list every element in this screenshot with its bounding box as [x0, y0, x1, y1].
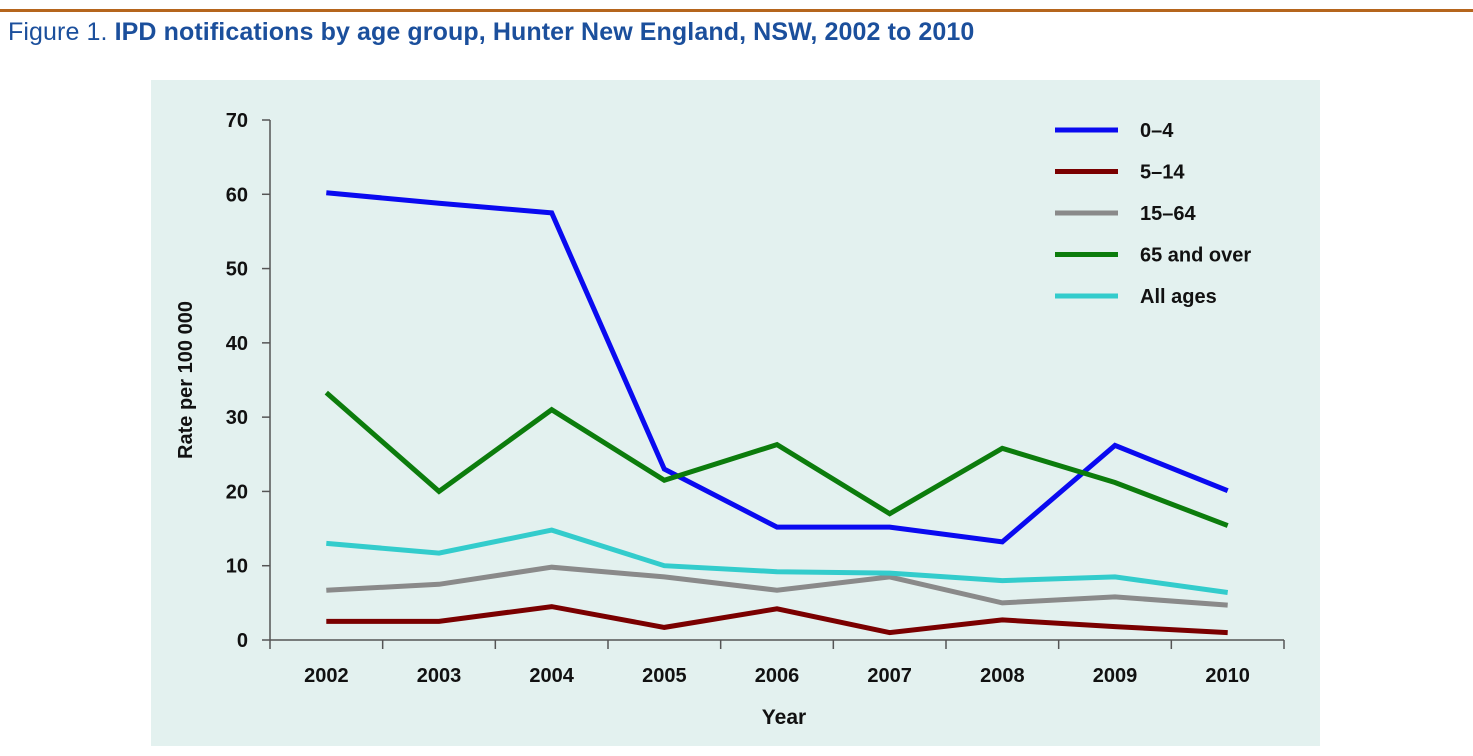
- legend-label-all-ages: All ages: [1140, 286, 1217, 308]
- figure-title-text: IPD notifications by age group, Hunter N…: [114, 18, 975, 46]
- x-axis-label: Year: [762, 706, 806, 729]
- series-line-65-and-over: [324, 390, 1229, 528]
- y-tick-label: 30: [226, 407, 248, 429]
- x-tick-label: 2007: [867, 665, 912, 687]
- figure-label: Figure 1.: [8, 18, 108, 46]
- x-tick-label: 2005: [642, 665, 687, 687]
- y-tick-label: 40: [226, 333, 248, 355]
- x-tick-label: 2002: [304, 665, 349, 687]
- y-tick-label: 20: [226, 481, 248, 503]
- figure-title: Figure 1. IPD notifications by age group…: [8, 18, 974, 47]
- x-tick-label: 2006: [755, 665, 800, 687]
- y-tick-label: 50: [226, 259, 248, 281]
- y-tick-label: 10: [226, 556, 248, 578]
- top-rule: [0, 9, 1473, 12]
- y-tick-label: 0: [237, 630, 248, 652]
- x-tick-label: 2008: [980, 665, 1025, 687]
- legend-label-65-and-over: 65 and over: [1140, 245, 1251, 267]
- series-line-all-ages: [326, 527, 1229, 595]
- series-line-5-14: [326, 604, 1228, 636]
- legend-label-15-64: 15–64: [1140, 203, 1196, 225]
- x-tick-label: 2004: [529, 665, 574, 687]
- legend-label-0-4: 0–4: [1140, 120, 1174, 142]
- legend-label-5-14: 5–14: [1140, 162, 1185, 184]
- axes: 0 10 20 30 40 50 60 70 2002 2003 2004 2005 2006 2007 2…: [226, 110, 1285, 687]
- x-tick-label: 2003: [417, 665, 462, 687]
- series-line-0-4: [326, 190, 1229, 545]
- series-layer: [324, 190, 1229, 636]
- x-tick-label: 2010: [1205, 665, 1250, 687]
- series-line-15-64: [326, 564, 1228, 608]
- y-axis-label: Rate per 100 000: [175, 301, 197, 459]
- x-tick-label: 2009: [1093, 665, 1138, 687]
- y-tick-label: 60: [226, 184, 248, 206]
- y-tick-label: 70: [226, 110, 248, 132]
- legend: 0–4 5–14 15–64 65 and over All ages: [1055, 120, 1251, 308]
